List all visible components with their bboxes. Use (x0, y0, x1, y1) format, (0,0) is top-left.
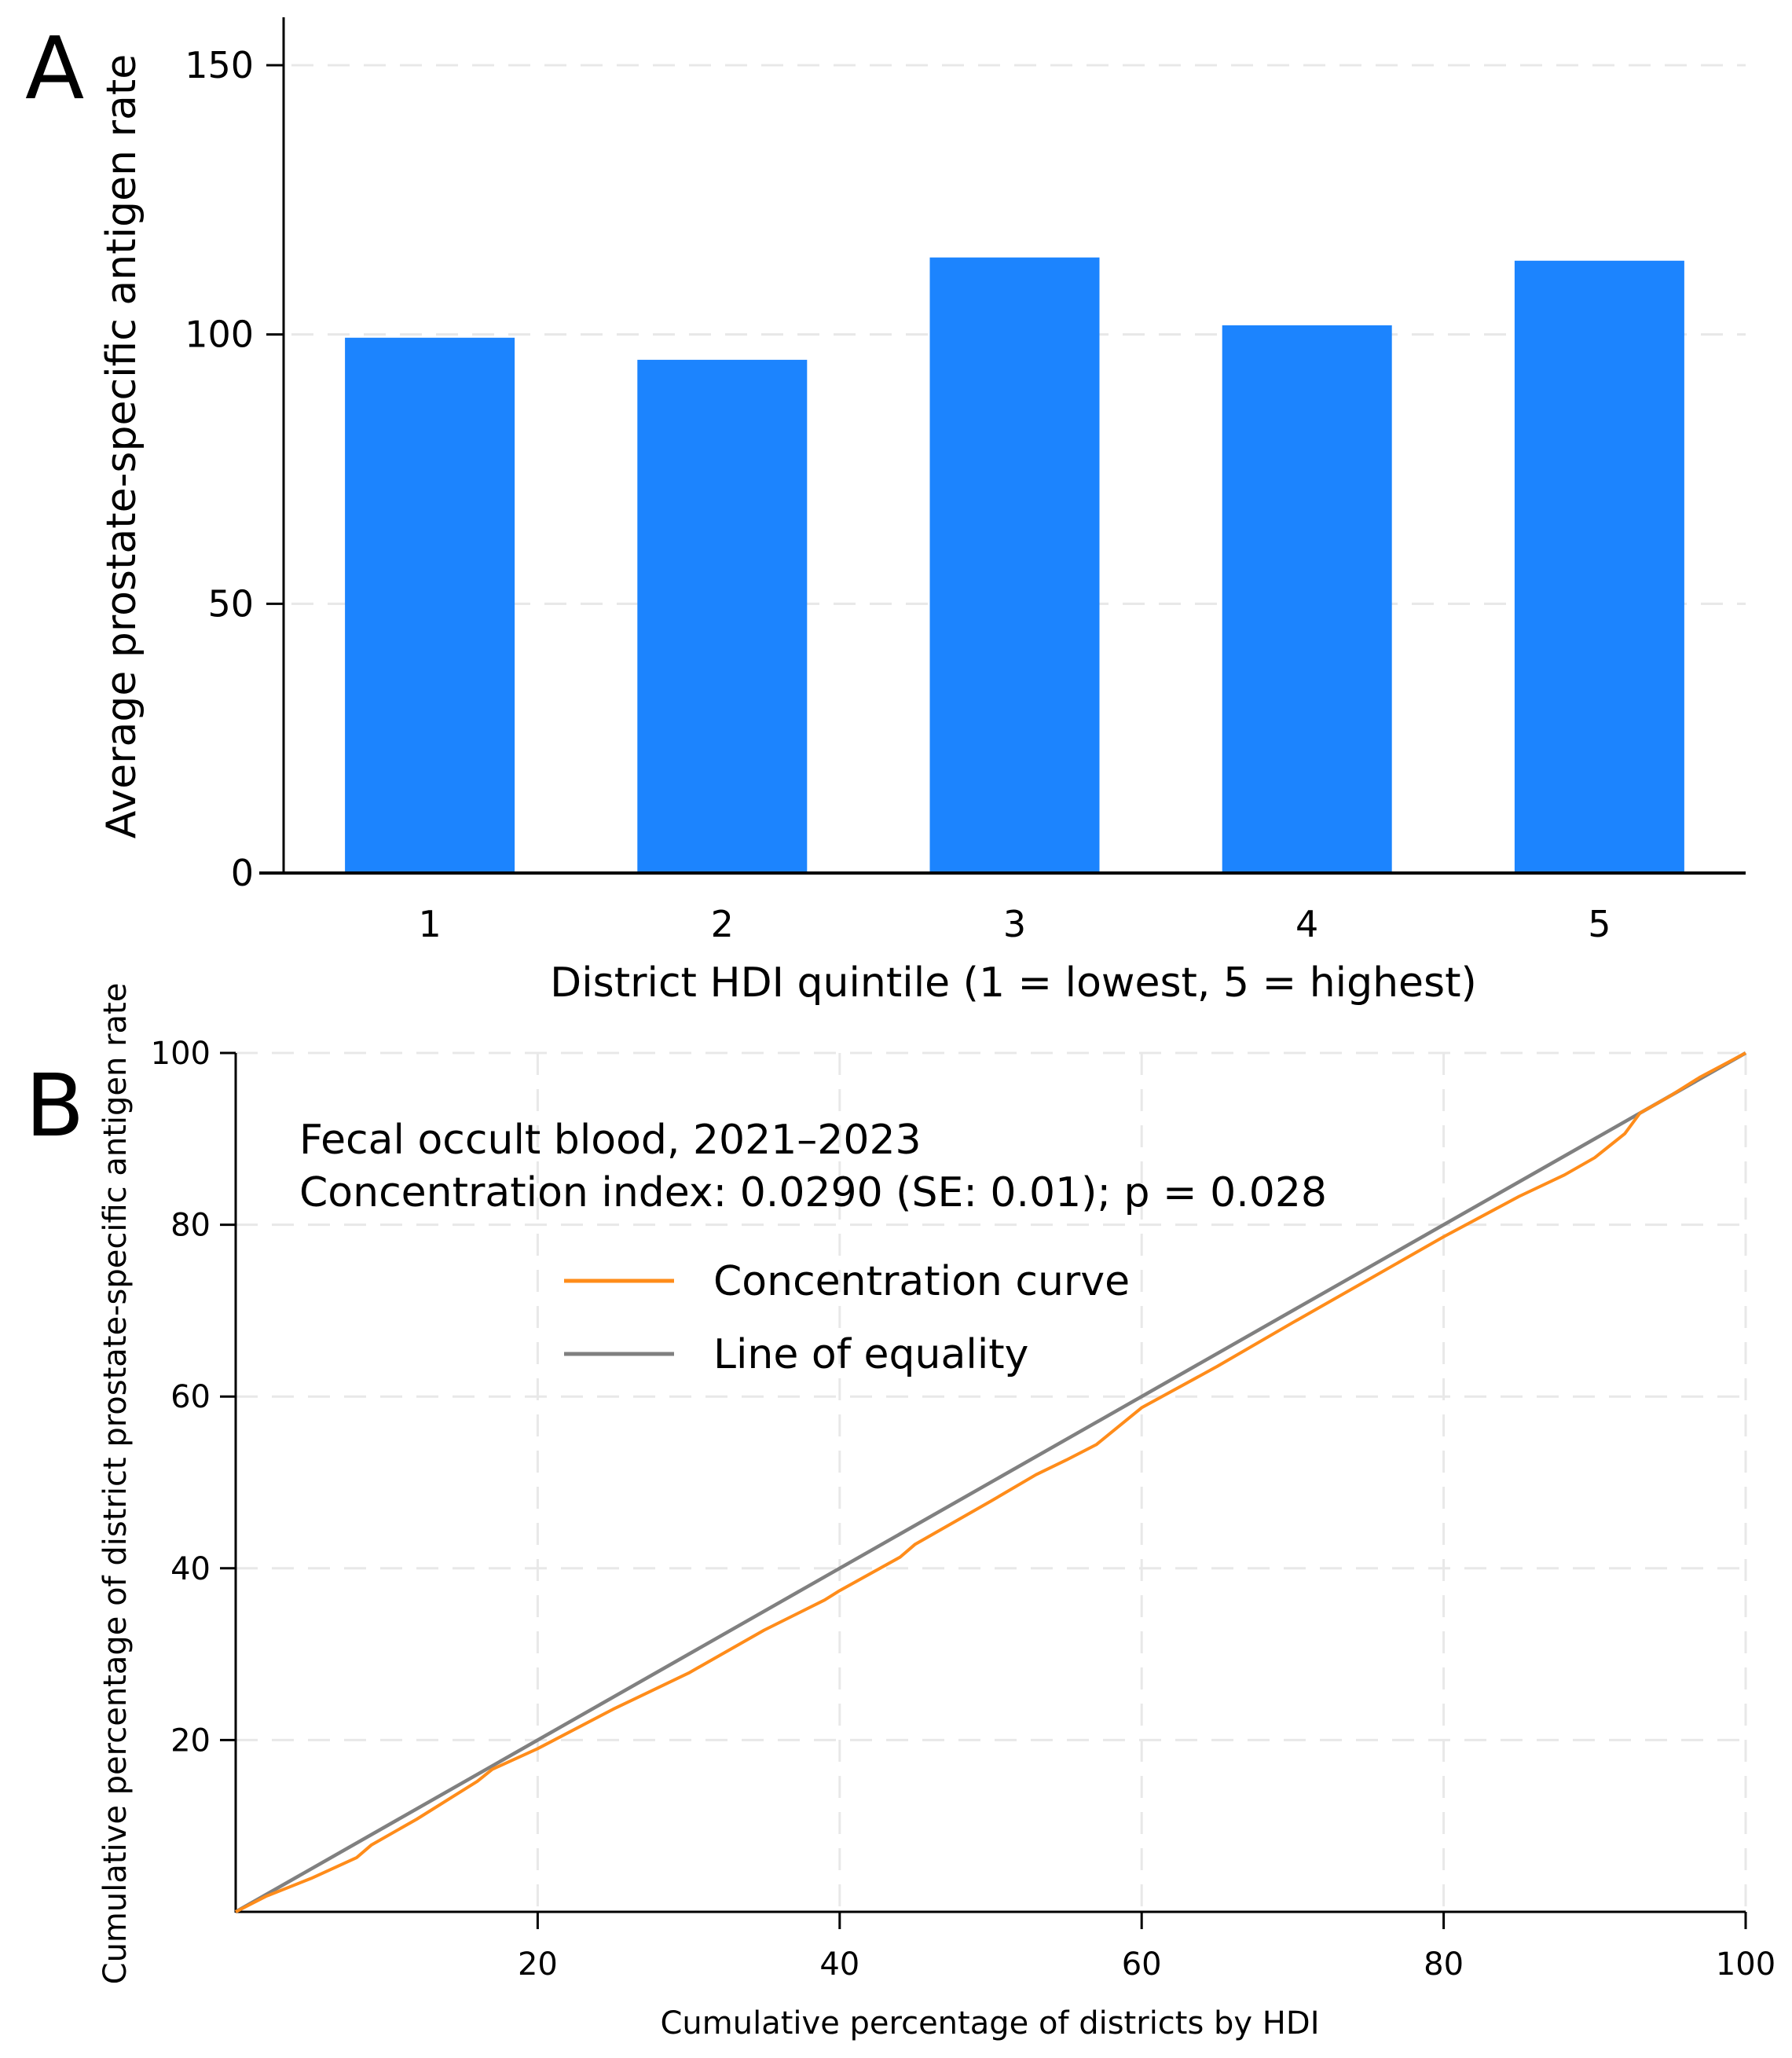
panel-label-a: A (25, 18, 84, 119)
y-tick-label-b: 60 (170, 1379, 211, 1415)
y-tick-label-b: 100 (151, 1036, 211, 1072)
bar-4 (1222, 325, 1392, 873)
annotation-index: Concentration index: 0.0290 (SE: 0.01); … (299, 1169, 1327, 1216)
x-tick-label-a: 2 (711, 903, 734, 945)
x-tick-label-a: 4 (1295, 903, 1318, 945)
y-tick-label-b: 80 (170, 1208, 211, 1244)
x-tick-label-b: 60 (1122, 1946, 1162, 1983)
x-tick-label-b: 40 (819, 1946, 859, 1983)
x-axis-label-a: District HDI quintile (1 = lowest, 5 = h… (550, 959, 1477, 1007)
x-axis-label-b: Cumulative percentage of districts by HD… (661, 2005, 1320, 2041)
y-tick-label-a: 50 (207, 582, 254, 625)
panel-label-b: B (25, 1055, 84, 1156)
y-axis-label-b: Cumulative percentage of district prosta… (97, 983, 134, 1985)
x-tick-label-a: 3 (1003, 903, 1026, 945)
bar-2 (637, 359, 808, 873)
concentration-curve-line (235, 1051, 1746, 1913)
x-ticks-b: 20 40 60 80 100 (518, 1912, 1776, 1983)
y-tick-label-a: 100 (185, 314, 254, 356)
lines-b (234, 1051, 1747, 1913)
y-tick-label-b: 20 (170, 1722, 211, 1759)
annotation-title: Fecal occult blood, 2021–2023 (299, 1117, 922, 1164)
bar-5 (1514, 260, 1684, 873)
y-ticks-a: 0 50 100 150 (185, 44, 284, 894)
y-ticks-b: 20 40 60 80 100 (151, 1036, 236, 1759)
x-tick-label-b: 20 (518, 1946, 558, 1983)
x-ticks-a: 1 2 3 4 5 (418, 903, 1611, 945)
x-tick-label-a: 1 (418, 903, 441, 945)
x-tick-label-b: 100 (1716, 1946, 1776, 1983)
y-axis-label-a: Average prostate-specific antigen rate (98, 54, 145, 838)
line-of-equality (234, 1051, 1747, 1913)
x-tick-label-a: 5 (1588, 903, 1611, 945)
y-tick-label-a: 150 (185, 44, 254, 86)
legend: Concentration curve Line of equality (564, 1258, 1130, 1378)
legend-label-concentration: Concentration curve (713, 1258, 1130, 1305)
y-tick-label-b: 40 (170, 1551, 211, 1587)
bar-3 (929, 257, 1100, 873)
legend-label-equality: Line of equality (713, 1331, 1028, 1378)
y-tick-label-a: 0 (231, 852, 254, 894)
bar-1 (345, 337, 515, 873)
x-tick-label-b: 80 (1424, 1946, 1464, 1983)
bars-a (345, 257, 1684, 873)
